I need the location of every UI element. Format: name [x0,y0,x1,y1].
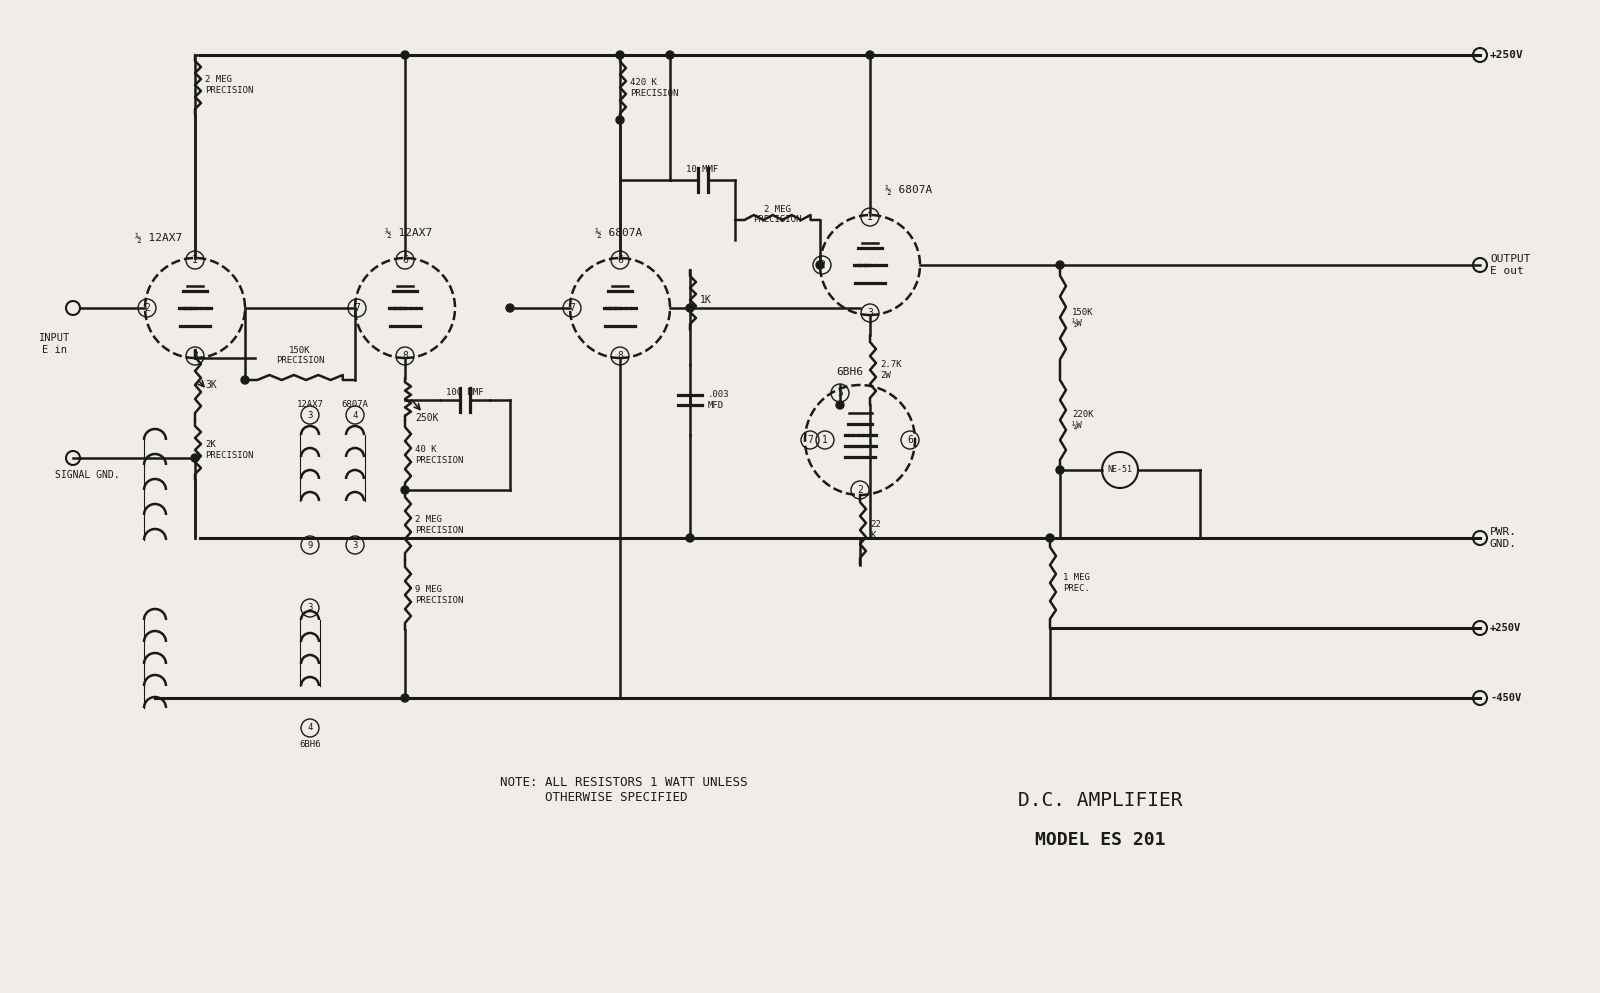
Text: 1: 1 [822,435,827,445]
Text: 6807A: 6807A [341,400,368,409]
Text: MODEL ES 201: MODEL ES 201 [1035,831,1165,849]
Text: 2.7K
2W: 2.7K 2W [880,360,901,379]
Circle shape [816,261,824,269]
Circle shape [616,51,624,59]
Text: 10 MMF: 10 MMF [686,165,718,174]
Circle shape [402,486,410,494]
Circle shape [686,304,694,312]
Circle shape [402,51,410,59]
Text: 22
K: 22 K [870,520,880,540]
Text: 6: 6 [402,255,408,265]
Text: OUTPUT
E out: OUTPUT E out [1490,254,1531,276]
Text: 7: 7 [570,303,574,313]
Text: 6BH6: 6BH6 [299,740,320,749]
Text: 2: 2 [858,485,862,495]
Text: 4: 4 [307,724,312,733]
Text: 6: 6 [618,255,622,265]
Text: 3: 3 [307,604,312,613]
Text: ½ 12AX7: ½ 12AX7 [386,228,432,238]
Text: 1 MEG
PREC.: 1 MEG PREC. [1062,573,1090,593]
Text: 1K: 1K [701,295,712,305]
Text: 150K
½W: 150K ½W [1072,308,1093,328]
Text: D.C. AMPLIFIER: D.C. AMPLIFIER [1018,790,1182,809]
Text: 7: 7 [354,303,360,313]
Text: 8: 8 [618,351,622,361]
Text: .003
MFD: .003 MFD [707,390,730,410]
Text: 3: 3 [192,351,198,361]
Circle shape [616,116,624,124]
Circle shape [835,401,845,409]
Text: 2K
PRECISION: 2K PRECISION [205,440,253,460]
Text: ½ 6807A: ½ 6807A [885,185,933,195]
Text: 4: 4 [352,410,358,419]
Circle shape [866,51,874,59]
Text: -450V: -450V [1490,693,1522,703]
Text: 5: 5 [837,388,843,398]
Circle shape [242,376,250,384]
Text: 2 MEG
PRECISION: 2 MEG PRECISION [205,75,253,94]
Text: 3K: 3K [205,380,216,390]
Text: 7: 7 [806,435,813,445]
Text: 1: 1 [192,255,198,265]
Text: 6BH6: 6BH6 [837,367,864,377]
Text: 100 MMF: 100 MMF [446,388,483,397]
Circle shape [1046,534,1054,542]
Text: 420 K
PRECISION: 420 K PRECISION [630,78,678,97]
Text: ½ 6807A: ½ 6807A [595,228,642,238]
Text: 3: 3 [867,308,874,318]
Text: 8: 8 [402,351,408,361]
Text: INPUT
E in: INPUT E in [40,333,70,355]
Text: SIGNAL GND.: SIGNAL GND. [54,470,120,480]
Circle shape [1056,466,1064,474]
Text: PWR.
GND.: PWR. GND. [1490,527,1517,549]
Text: 2: 2 [144,303,150,313]
Circle shape [402,694,410,702]
Text: 2: 2 [819,260,826,270]
Text: 1: 1 [867,212,874,222]
Text: 6: 6 [907,435,914,445]
Text: 250K: 250K [414,413,438,423]
Text: 9 MEG
PRECISION: 9 MEG PRECISION [414,585,464,605]
Circle shape [666,51,674,59]
Text: +250V: +250V [1490,623,1522,633]
Text: 150K
PRECISION: 150K PRECISION [275,346,325,365]
Text: ½ 12AX7: ½ 12AX7 [134,233,182,243]
Text: 9: 9 [307,540,312,549]
Text: 3: 3 [307,410,312,419]
Circle shape [686,534,694,542]
Circle shape [1056,261,1064,269]
Circle shape [190,454,198,462]
Text: 2 MEG
PRECISION: 2 MEG PRECISION [754,205,802,224]
Text: +250V: +250V [1490,50,1523,60]
Circle shape [506,304,514,312]
Text: 12AX7: 12AX7 [296,400,323,409]
Text: 40 K
PRECISION: 40 K PRECISION [414,445,464,465]
Text: 2 MEG
PRECISION: 2 MEG PRECISION [414,515,464,534]
Text: 3: 3 [352,540,358,549]
Text: NE-51: NE-51 [1107,466,1133,475]
Text: NOTE: ALL RESISTORS 1 WATT UNLESS
      OTHERWISE SPECIFIED: NOTE: ALL RESISTORS 1 WATT UNLESS OTHERW… [499,776,747,804]
Text: 220K
¼W: 220K ¼W [1072,410,1093,430]
